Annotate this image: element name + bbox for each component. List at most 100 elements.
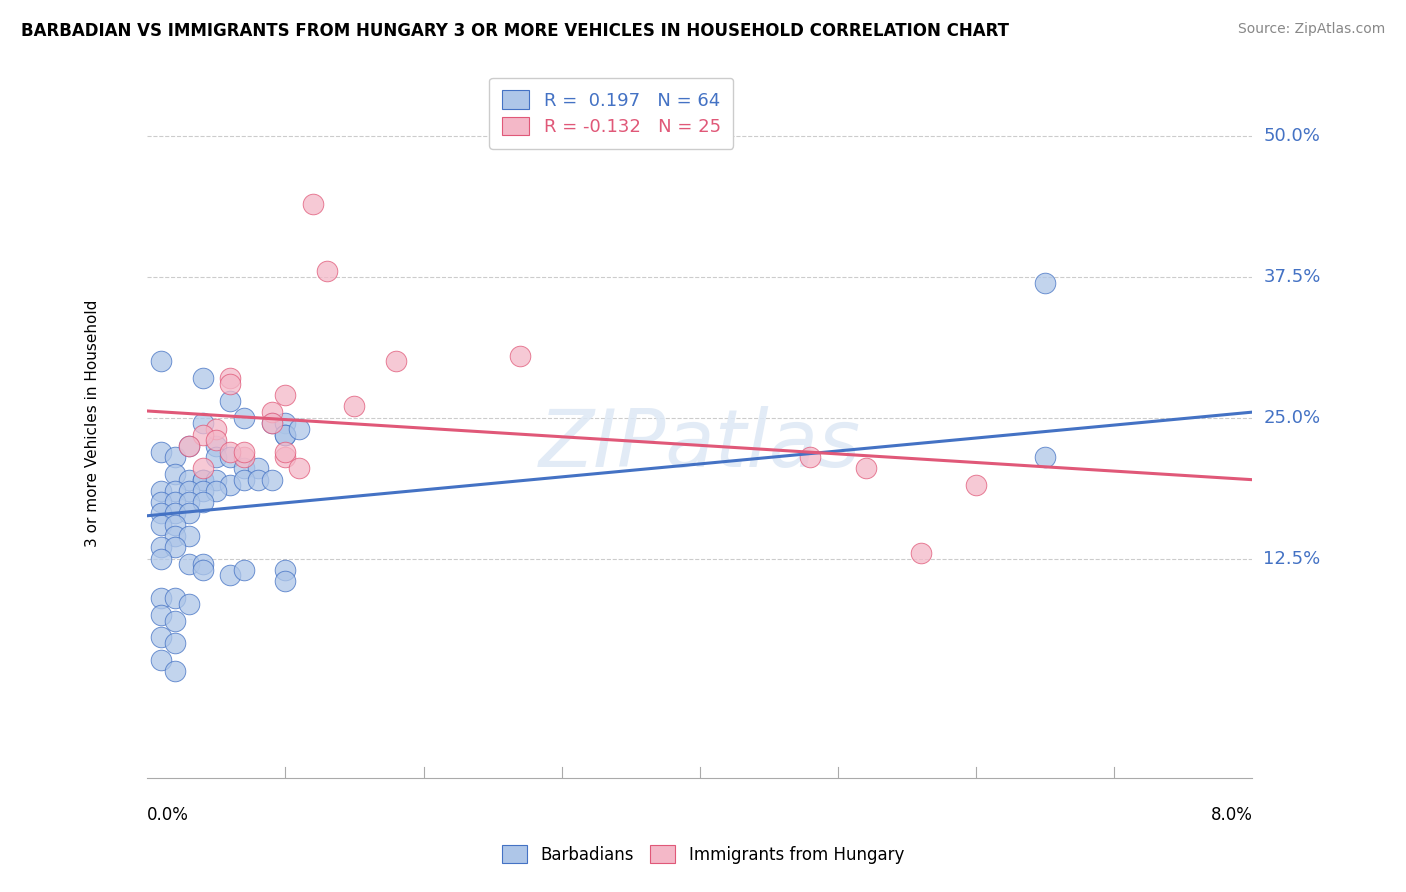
Point bbox=[150, 653, 173, 667]
Point bbox=[150, 607, 173, 622]
Point bbox=[246, 473, 269, 487]
Point bbox=[177, 439, 200, 453]
Point bbox=[177, 483, 200, 498]
Point bbox=[219, 478, 242, 492]
Point bbox=[163, 450, 186, 465]
Point bbox=[302, 196, 325, 211]
Point bbox=[274, 563, 297, 577]
Point bbox=[177, 529, 200, 543]
Text: BARBADIAN VS IMMIGRANTS FROM HUNGARY 3 OR MORE VEHICLES IN HOUSEHOLD CORRELATION: BARBADIAN VS IMMIGRANTS FROM HUNGARY 3 O… bbox=[21, 22, 1010, 40]
Point bbox=[219, 393, 242, 408]
Text: 3 or more Vehicles in Household: 3 or more Vehicles in Household bbox=[84, 300, 100, 547]
Point bbox=[219, 376, 242, 391]
Point bbox=[205, 439, 228, 453]
Point bbox=[163, 507, 186, 521]
Point bbox=[163, 541, 186, 555]
Point bbox=[1033, 450, 1056, 465]
Point bbox=[150, 507, 173, 521]
Point bbox=[191, 563, 214, 577]
Point bbox=[191, 427, 214, 442]
Point bbox=[219, 568, 242, 582]
Point bbox=[274, 450, 297, 465]
Point bbox=[260, 405, 283, 419]
Point bbox=[855, 461, 877, 475]
Point bbox=[191, 473, 214, 487]
Point bbox=[246, 461, 269, 475]
Point bbox=[177, 439, 200, 453]
Point bbox=[1033, 276, 1056, 290]
Point bbox=[191, 495, 214, 509]
Point bbox=[163, 664, 186, 678]
Point bbox=[205, 422, 228, 436]
Point bbox=[219, 371, 242, 385]
Point bbox=[233, 450, 256, 465]
Point bbox=[205, 473, 228, 487]
Point bbox=[260, 417, 283, 431]
Point bbox=[288, 422, 311, 436]
Point bbox=[965, 478, 987, 492]
Point bbox=[150, 444, 173, 458]
Text: ZIPatlas: ZIPatlas bbox=[538, 406, 860, 483]
Point bbox=[163, 517, 186, 532]
Point bbox=[163, 529, 186, 543]
Point bbox=[163, 467, 186, 481]
Point bbox=[150, 541, 173, 555]
Point bbox=[163, 614, 186, 628]
Point bbox=[233, 473, 256, 487]
Point bbox=[219, 450, 242, 465]
Point bbox=[150, 483, 173, 498]
Point bbox=[274, 444, 297, 458]
Point bbox=[177, 597, 200, 611]
Point bbox=[150, 495, 173, 509]
Point bbox=[274, 574, 297, 588]
Point bbox=[509, 349, 531, 363]
Point bbox=[205, 450, 228, 465]
Text: 8.0%: 8.0% bbox=[1211, 806, 1253, 824]
Point bbox=[177, 473, 200, 487]
Legend: Barbadians, Immigrants from Hungary: Barbadians, Immigrants from Hungary bbox=[495, 838, 911, 871]
Point bbox=[343, 400, 366, 414]
Point bbox=[177, 495, 200, 509]
Point bbox=[910, 546, 932, 560]
Point bbox=[150, 591, 173, 605]
Point bbox=[150, 551, 173, 566]
Point bbox=[177, 557, 200, 571]
Point bbox=[191, 473, 214, 487]
Point bbox=[315, 264, 337, 278]
Point bbox=[205, 434, 228, 448]
Point bbox=[163, 495, 186, 509]
Point bbox=[233, 563, 256, 577]
Point bbox=[163, 483, 186, 498]
Point bbox=[177, 507, 200, 521]
Legend: R =  0.197   N = 64, R = -0.132   N = 25: R = 0.197 N = 64, R = -0.132 N = 25 bbox=[489, 78, 734, 149]
Point bbox=[233, 410, 256, 425]
Point bbox=[260, 417, 283, 431]
Point bbox=[163, 636, 186, 650]
Text: 0.0%: 0.0% bbox=[148, 806, 190, 824]
Point bbox=[233, 444, 256, 458]
Point bbox=[150, 631, 173, 645]
Point bbox=[150, 517, 173, 532]
Point bbox=[191, 417, 214, 431]
Point bbox=[163, 591, 186, 605]
Point bbox=[274, 417, 297, 431]
Point bbox=[205, 483, 228, 498]
Text: 50.0%: 50.0% bbox=[1264, 128, 1320, 145]
Point bbox=[799, 450, 821, 465]
Point bbox=[288, 461, 311, 475]
Text: 12.5%: 12.5% bbox=[1264, 549, 1320, 567]
Point bbox=[191, 483, 214, 498]
Point bbox=[191, 557, 214, 571]
Text: 37.5%: 37.5% bbox=[1264, 268, 1320, 286]
Text: Source: ZipAtlas.com: Source: ZipAtlas.com bbox=[1237, 22, 1385, 37]
Point bbox=[150, 354, 173, 368]
Point bbox=[191, 461, 214, 475]
Point bbox=[191, 371, 214, 385]
Point bbox=[260, 473, 283, 487]
Point bbox=[274, 388, 297, 402]
Point bbox=[385, 354, 408, 368]
Point bbox=[274, 427, 297, 442]
Point bbox=[274, 427, 297, 442]
Point bbox=[219, 444, 242, 458]
Point bbox=[233, 461, 256, 475]
